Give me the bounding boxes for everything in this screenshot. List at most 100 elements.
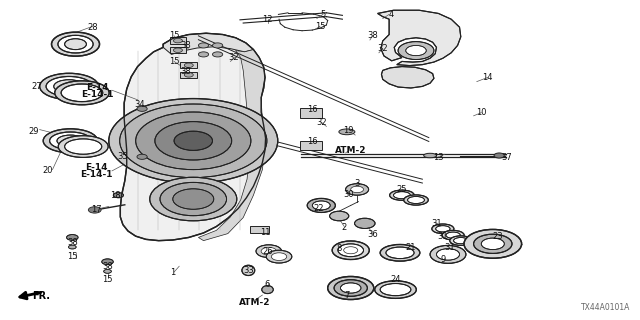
Ellipse shape [40,73,99,100]
Text: 14: 14 [483,73,493,82]
Polygon shape [378,10,461,66]
Text: 38: 38 [180,67,191,76]
Text: TX44A0101A: TX44A0101A [581,303,630,312]
Text: 3: 3 [355,179,360,188]
Circle shape [436,249,460,260]
Circle shape [494,153,504,158]
Text: 23: 23 [493,232,503,241]
Ellipse shape [328,276,374,300]
Text: 13: 13 [433,153,444,162]
Text: 26: 26 [262,247,273,256]
Circle shape [481,238,504,250]
Text: 15: 15 [315,22,325,31]
Text: E-14-1: E-14-1 [81,90,113,99]
Polygon shape [120,33,266,241]
Text: E-14-1: E-14-1 [80,170,112,179]
Text: 12: 12 [262,15,273,24]
Circle shape [212,52,223,57]
Text: 15: 15 [102,275,113,284]
Ellipse shape [386,247,414,259]
Ellipse shape [65,39,86,50]
Text: 38: 38 [102,262,113,271]
Circle shape [173,189,214,209]
Ellipse shape [58,136,108,157]
Circle shape [261,247,276,255]
Text: 34: 34 [134,100,145,109]
Circle shape [155,122,232,160]
Circle shape [173,48,182,52]
Ellipse shape [404,195,428,205]
Text: 9: 9 [440,255,445,264]
Circle shape [474,234,512,253]
Circle shape [150,177,237,221]
Ellipse shape [61,84,103,102]
Circle shape [307,198,335,212]
Text: 4: 4 [389,10,394,19]
Circle shape [67,235,78,240]
Ellipse shape [394,192,410,199]
Text: 32: 32 [228,53,239,62]
Bar [300,141,322,150]
Circle shape [198,52,209,57]
Ellipse shape [50,132,92,149]
Text: 8: 8 [337,244,342,253]
Ellipse shape [54,80,84,93]
Bar [180,72,197,78]
Circle shape [113,193,124,198]
Text: 16: 16 [307,105,317,114]
Text: 7: 7 [344,292,349,300]
Ellipse shape [424,153,436,158]
Text: 21: 21 [406,243,416,252]
Circle shape [104,269,111,273]
Circle shape [212,43,223,48]
Text: 35: 35 [118,152,128,161]
Ellipse shape [65,139,102,154]
Ellipse shape [44,129,98,153]
Text: 36: 36 [367,230,378,239]
Circle shape [120,104,267,178]
Circle shape [406,45,426,56]
Ellipse shape [242,265,255,276]
Ellipse shape [436,226,450,232]
Ellipse shape [408,196,424,204]
Polygon shape [163,33,253,54]
Ellipse shape [442,230,464,240]
Text: 20: 20 [43,166,53,175]
Circle shape [464,229,522,258]
Circle shape [184,73,193,77]
Text: 15: 15 [67,252,77,261]
Text: 28: 28 [88,23,98,32]
Circle shape [109,99,278,183]
Text: 32: 32 [316,118,326,127]
Text: E-14: E-14 [84,163,108,172]
Circle shape [173,38,182,43]
Text: 31: 31 [438,232,448,241]
Text: 15: 15 [169,57,179,66]
Text: 38: 38 [367,31,378,40]
Circle shape [346,184,369,195]
Bar [170,47,186,53]
Text: 33: 33 [243,266,253,275]
Circle shape [266,250,292,263]
Text: 24: 24 [390,275,401,284]
Text: 31: 31 [444,243,454,252]
Circle shape [174,131,212,150]
Ellipse shape [380,284,411,296]
Circle shape [137,154,147,159]
Text: 10: 10 [476,108,486,117]
Circle shape [68,245,76,249]
Circle shape [312,201,330,210]
Text: 19: 19 [344,126,354,135]
Ellipse shape [58,36,93,53]
Circle shape [330,211,349,221]
Ellipse shape [46,76,92,96]
Ellipse shape [432,224,454,234]
Ellipse shape [375,281,417,298]
Ellipse shape [332,241,369,260]
Circle shape [136,112,251,170]
Ellipse shape [338,244,364,257]
Ellipse shape [339,129,355,135]
Text: 1: 1 [170,268,175,277]
Circle shape [430,245,466,263]
Text: 38: 38 [67,238,77,247]
